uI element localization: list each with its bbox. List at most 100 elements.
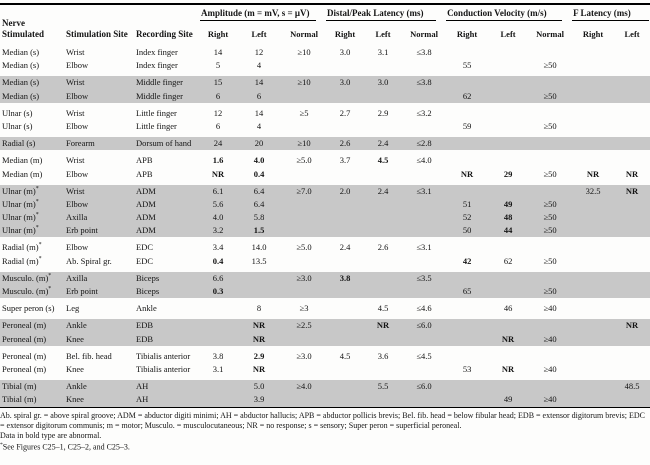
cell-recording-site: ADM	[134, 211, 200, 225]
cell-value: 3.4	[200, 237, 236, 255]
cell-value: 3.0	[326, 41, 365, 60]
cell-value	[488, 345, 529, 363]
cell-value: ≤3.1	[402, 180, 447, 198]
col-subheader-right: Right	[326, 21, 365, 45]
cell-nerve-stimulated: Median (m)	[0, 150, 64, 168]
cell-value: 4	[256, 120, 262, 131]
col-header-recording-site: Recording Site	[134, 4, 200, 45]
cell-value: ≥10	[282, 72, 327, 90]
cell-value	[614, 102, 650, 120]
cell-value: 4.5	[364, 298, 403, 318]
cell-value	[572, 197, 615, 212]
cell-value	[488, 267, 529, 285]
cell-value	[326, 285, 365, 301]
cell-nerve-stimulated: Peroneal (m)	[0, 345, 64, 363]
cell-value: 29	[503, 168, 513, 179]
cell-value: ≤3.2	[402, 102, 447, 120]
cell-value	[282, 89, 327, 105]
cell-value	[364, 255, 402, 270]
cell-value: ≥5	[282, 102, 327, 120]
cell-value	[364, 197, 403, 212]
cell-recording-site: ADM	[134, 197, 200, 212]
cell-value	[614, 41, 650, 60]
cell-value: ≥50	[528, 285, 573, 301]
cell-stimulation-site: Elbow	[66, 60, 89, 71]
cell-value: NR	[252, 363, 266, 374]
cell-value	[528, 150, 573, 168]
cell-value	[402, 332, 447, 348]
cell-value: ≥5.0	[282, 237, 327, 255]
cell-stimulation-site: Bel. fib. head	[64, 345, 134, 363]
group-header-amplitude: Amplitude (m = mV, s = μV)	[200, 4, 326, 21]
cell-stimulation-site: Forearm	[64, 133, 134, 153]
cell-recording-site: EDB	[134, 332, 200, 348]
table-row: Super peron (s) Leg Ankle 8 ≥3 4.5 ≤4.6 46 ≥40	[0, 298, 650, 318]
cell-stimulation-site: Elbow	[64, 89, 134, 105]
table-row: Ulnar (s) Elbow Little finger 6 4 59 ≥50	[0, 120, 650, 135]
cell-recording-site: ADM	[134, 224, 200, 240]
cell-recording-site: EDC	[134, 237, 200, 255]
cell-value	[614, 255, 650, 270]
cell-recording-site: Biceps	[134, 267, 200, 285]
table-row: Radial (m)* Elbow EDC 3.4 14.0 ≥5.0 2.4 2.6 ≤3.1	[0, 237, 650, 255]
cell-nerve-stimulated: Tibial (m)	[0, 376, 64, 394]
cell-value: 51	[446, 197, 489, 212]
table-row: Radial (s) Forearm Dorsum of hand 24 20 ≥10 2.…	[0, 133, 650, 153]
cell-value: 6.4	[236, 180, 282, 198]
cell-recording-site: Biceps	[134, 285, 200, 301]
cell-value: 14	[200, 41, 236, 60]
cell-value: 62	[503, 255, 513, 266]
cell-value: ≥7.0	[282, 180, 327, 198]
cell-value	[614, 72, 650, 90]
table-row: Musculo. (m)* Axilla Biceps 6.6 ≥3.0 3.8 ≤3.5	[0, 267, 650, 285]
cell-value	[446, 102, 489, 120]
cell-value	[200, 376, 236, 394]
cell-recording-site: Dorsum of hand	[134, 133, 200, 153]
cell-nerve-stimulated: Ulnar (m)*	[0, 211, 64, 225]
cell-value: 5.5	[364, 376, 403, 394]
cell-value: ≥40	[528, 298, 573, 318]
cell-value	[572, 332, 615, 348]
cell-stimulation-site: Knee	[66, 363, 84, 374]
cell-value: 2.0	[326, 180, 365, 198]
cell-value: NR	[614, 180, 650, 198]
cell-value: ≥10	[282, 133, 327, 153]
cell-value	[326, 315, 365, 333]
cell-stimulation-site: Wrist	[64, 41, 134, 60]
cell-stimulation-site: Ankle	[64, 376, 134, 394]
cell-value: NR	[625, 168, 639, 179]
cell-value: 59	[462, 120, 472, 131]
cell-value	[326, 376, 365, 394]
cell-value	[528, 345, 573, 363]
cell-value: ≥40	[528, 332, 573, 348]
cell-value: NR	[614, 315, 650, 333]
cell-value: 55	[462, 60, 472, 71]
cell-value: 3.6	[364, 345, 403, 363]
cell-nerve-stimulated: Ulnar (s)	[2, 120, 33, 131]
cell-value	[614, 133, 650, 153]
cell-recording-site: Tibialis anterior	[134, 345, 200, 363]
cell-value: ≥4.0	[282, 376, 327, 394]
cell-value	[282, 120, 326, 135]
cell-value: ≤3.5	[402, 267, 447, 285]
cell-nerve-stimulated: Median (s)	[0, 89, 64, 105]
cell-value	[446, 180, 489, 198]
cell-value: 32.5	[572, 180, 615, 198]
cell-value	[446, 332, 489, 348]
cell-stimulation-site: Wrist	[64, 102, 134, 120]
cell-value: 62	[446, 89, 489, 105]
col-subheader-normal: Normal	[282, 21, 327, 45]
cell-nerve-stimulated: Super peron (s)	[0, 298, 64, 318]
cell-stimulation-site: Axilla	[64, 211, 134, 225]
cell-value	[282, 197, 327, 212]
cell-value	[446, 376, 489, 394]
cell-value	[614, 59, 650, 74]
cell-value	[572, 41, 615, 60]
cell-nerve-stimulated: Musculo. (m)*	[0, 285, 64, 301]
cell-value	[402, 211, 447, 225]
footnote-see-figures: *See Figures C25–1, C25–2, and C25–3.	[0, 441, 130, 452]
cell-value: 0.3	[200, 285, 236, 301]
cell-nerve-stimulated: Ulnar (m)*	[0, 224, 64, 240]
cell-value: NR	[211, 168, 225, 179]
